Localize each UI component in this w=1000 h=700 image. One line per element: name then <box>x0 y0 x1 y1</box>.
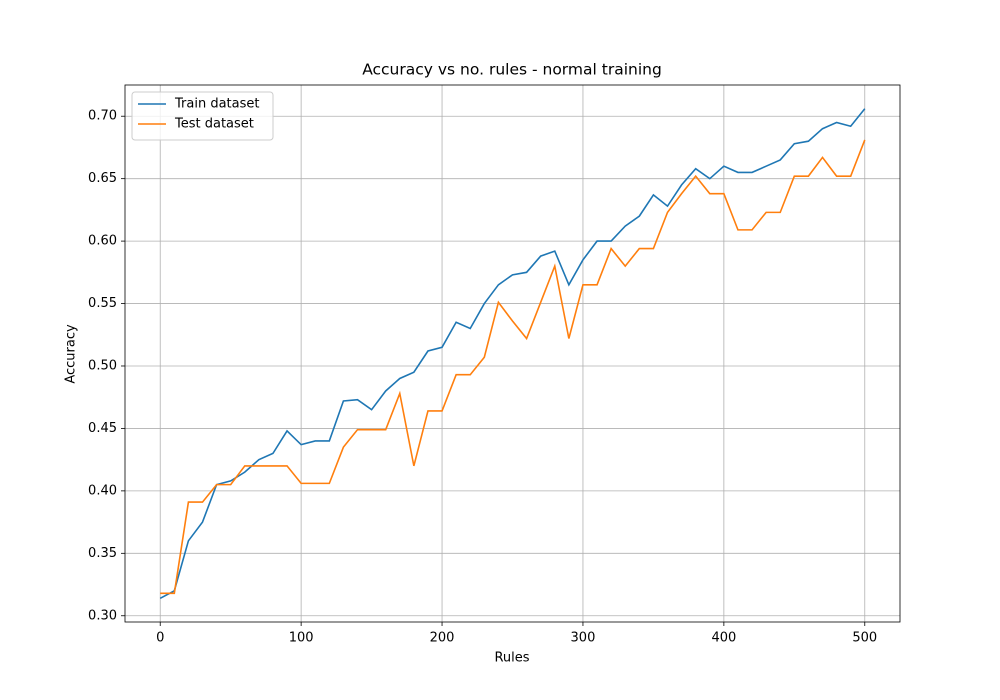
x-tick-label: 500 <box>852 631 877 646</box>
y-tick-label: 0.40 <box>88 483 117 498</box>
y-tick-label: 0.65 <box>88 171 117 186</box>
x-tick-label: 200 <box>430 631 455 646</box>
legend-label: Test dataset <box>174 117 254 132</box>
x-axis-label: Rules <box>494 651 529 666</box>
y-tick-label: 0.35 <box>88 546 117 561</box>
legend-label: Train dataset <box>174 97 259 112</box>
chart-title: Accuracy vs no. rules - normal training <box>362 61 662 79</box>
x-tick-label: 300 <box>571 631 596 646</box>
y-tick-label: 0.70 <box>88 109 117 124</box>
x-tick-label: 0 <box>156 631 164 646</box>
y-tick-label: 0.50 <box>88 358 117 373</box>
data-line <box>159 108 866 599</box>
y-axis-label: Accuracy <box>64 324 79 384</box>
y-tick-label: 0.45 <box>88 421 117 436</box>
data-line <box>160 139 866 595</box>
y-tick-label: 0.30 <box>88 608 117 623</box>
x-tick-label: 400 <box>711 631 736 646</box>
y-tick-label: 0.60 <box>88 234 117 249</box>
plot-frame <box>124 84 901 623</box>
legend-box <box>131 91 274 141</box>
x-tick-label: 100 <box>289 631 314 646</box>
y-tick-label: 0.55 <box>88 296 117 311</box>
